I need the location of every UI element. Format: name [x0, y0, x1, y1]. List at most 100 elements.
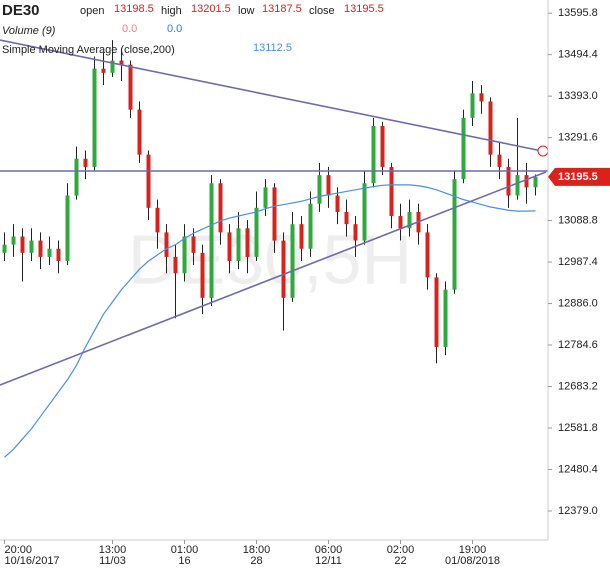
x-tick-date: 11/03: [99, 555, 126, 567]
x-tick-time: 02:00: [387, 544, 415, 556]
candle-body: [308, 203, 313, 249]
x-tick-date: 22: [394, 555, 406, 567]
candle-body: [209, 183, 214, 298]
sma-line: [4, 184, 536, 458]
x-tick-time: 19:00: [459, 544, 487, 556]
y-tick-label: 12480.4: [558, 463, 598, 475]
sma-value: 13112.5: [253, 42, 292, 54]
y-tick-label: 12886.0: [558, 297, 598, 309]
candle-body: [173, 256, 178, 274]
candle-body: [74, 158, 79, 196]
symbol: DE30: [2, 2, 40, 19]
candle-body: [407, 211, 412, 229]
candle-body: [335, 195, 340, 212]
candle-body: [371, 126, 376, 184]
candle-body: [11, 236, 16, 245]
candle-body: [182, 236, 187, 274]
candle-body: [119, 60, 124, 65]
y-tick-label: 13291.6: [558, 132, 598, 144]
candle-body: [452, 179, 457, 290]
candle-body: [353, 224, 358, 241]
sma-label: Simple Moving Average (close,200): [2, 44, 175, 56]
ohlc-label: high: [161, 5, 182, 17]
candle-body: [443, 289, 448, 347]
candle-body: [110, 60, 115, 73]
ohlc-value: 13201.5: [191, 3, 231, 15]
candle-body: [515, 175, 520, 196]
volume-value: 0.0: [167, 23, 182, 35]
candle-body: [380, 126, 385, 167]
candle-body: [506, 166, 511, 196]
candle-body: [227, 232, 232, 261]
ohlc-value: 13198.5: [114, 3, 154, 15]
candle-body: [236, 228, 241, 261]
candle-body: [254, 207, 259, 257]
volume-value: 0.0: [122, 23, 137, 35]
candle-body: [281, 240, 286, 298]
candle-body: [137, 109, 142, 155]
candle-body: [146, 154, 151, 208]
candle-body: [272, 187, 277, 241]
candle-body: [83, 158, 88, 167]
candle-body: [65, 195, 70, 261]
candle-body: [461, 117, 466, 180]
candle-body: [92, 68, 97, 167]
trend-line: [0, 39, 543, 152]
x-tick-date: 10/16/2017: [5, 555, 60, 567]
candle-body: [389, 166, 394, 216]
ohlc-label: close: [309, 5, 335, 17]
ohlc-label: low: [238, 5, 255, 17]
candle-body: [47, 248, 52, 257]
y-tick-label: 13494.4: [558, 49, 598, 61]
candle-body: [218, 183, 223, 233]
y-tick-label: 13595.8: [558, 7, 598, 19]
candle-body: [434, 277, 439, 347]
candle-body: [29, 240, 34, 253]
candle-body: [317, 175, 322, 204]
y-tick-label: 12379.0: [558, 505, 598, 517]
candle-body: [470, 93, 475, 118]
y-tick-label: 12987.4: [558, 256, 598, 268]
x-tick-time: 01:00: [171, 544, 199, 556]
candle-body: [299, 224, 304, 249]
volume-label: Volume (9): [2, 25, 56, 37]
candle-body: [2, 244, 7, 253]
ohlc-label: open: [80, 5, 104, 17]
x-tick-date: 28: [250, 555, 262, 567]
candle-body: [245, 228, 250, 257]
y-tick-label: 12581.8: [558, 422, 598, 434]
candle-body: [398, 216, 403, 229]
candle-body: [344, 211, 349, 225]
candle-body: [128, 64, 133, 110]
candle-body: [290, 224, 295, 298]
x-tick-time: 13:00: [99, 544, 127, 556]
candle-body: [425, 232, 430, 278]
x-tick-date: 16: [178, 555, 190, 567]
candle-body: [155, 207, 160, 233]
candle-body: [164, 232, 169, 257]
candle-body: [524, 175, 529, 188]
alert-marker[interactable]: [537, 145, 549, 157]
x-tick-time: 06:00: [315, 544, 343, 556]
y-tick-label: 12683.2: [558, 380, 598, 392]
y-tick-label: 13393.0: [558, 90, 598, 102]
candle-body: [533, 176, 538, 188]
ohlc-value: 13195.5: [344, 3, 384, 15]
y-tick-label: 13088.8: [558, 214, 598, 226]
candle-body: [200, 252, 205, 298]
candle-body: [56, 248, 61, 261]
trend-line: [0, 171, 547, 386]
candle-body: [362, 183, 367, 241]
candle-body: [20, 236, 25, 253]
candle-body: [263, 187, 268, 208]
candle-body: [101, 68, 106, 73]
last-price-tag: [548, 167, 610, 186]
ohlc-value: 13187.5: [262, 3, 302, 15]
x-tick-time: 20:00: [5, 544, 33, 556]
candle-body: [326, 175, 331, 196]
candle-body: [497, 154, 502, 167]
candle-body: [479, 93, 484, 102]
candle-body: [38, 240, 43, 257]
